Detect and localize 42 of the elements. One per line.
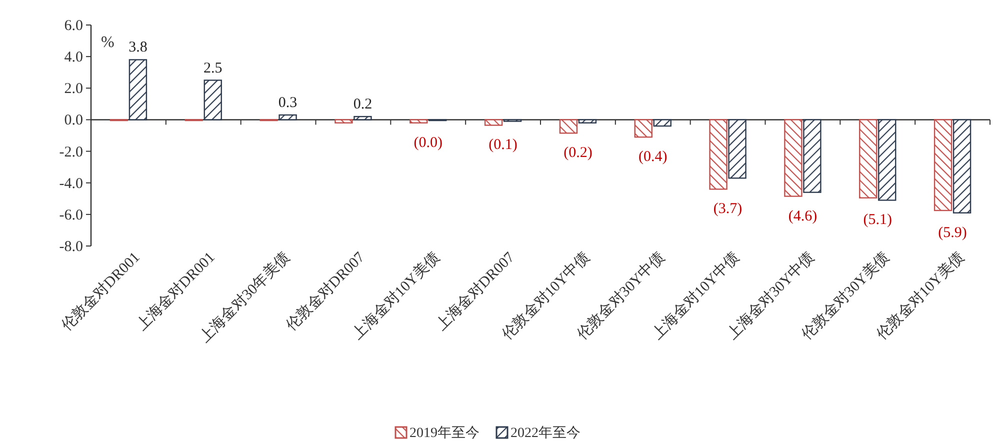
data-label: 3.8 [128, 40, 148, 56]
annotation: % [101, 34, 114, 51]
bar [410, 119, 428, 124]
bar [278, 114, 297, 120]
y-tick-label: -4.0 [59, 176, 83, 192]
data-label: (3.7) [713, 201, 742, 218]
y-tick-label: 4.0 [64, 50, 83, 66]
bar [334, 119, 353, 124]
bar [728, 119, 746, 179]
data-label: (0.0) [414, 134, 442, 151]
bar [634, 119, 652, 138]
data-label: 0.2 [353, 96, 372, 113]
data-label: (0.1) [488, 137, 518, 154]
bar [559, 119, 578, 134]
bar [709, 119, 728, 190]
bar [952, 119, 972, 214]
data-label: 2.5 [204, 60, 222, 76]
data-label: 0.3 [278, 94, 298, 111]
legend-label: 2019年至今 [410, 425, 480, 441]
data-label: (4.6) [788, 208, 818, 224]
legend-label: 2022年至今 [510, 425, 580, 441]
bar [484, 119, 503, 126]
bar [653, 119, 672, 127]
data-label: (5.1) [863, 212, 892, 228]
y-tick-label: 6.0 [64, 18, 83, 34]
bar [859, 119, 878, 198]
y-tick-label: -2.0 [59, 144, 83, 160]
data-label: (5.9) [938, 224, 967, 241]
bar [204, 80, 222, 120]
bar [354, 116, 372, 120]
y-tick-label: 2.0 [64, 81, 83, 98]
data-label: (0.2) [564, 145, 592, 162]
y-tick-label: 0.0 [64, 112, 83, 129]
bar [128, 59, 148, 120]
bar [878, 119, 896, 201]
bar [934, 119, 952, 212]
y-tick-label: -6.0 [59, 207, 83, 224]
bar [803, 119, 822, 193]
data-label: (0.4) [638, 149, 668, 166]
y-tick-label: -8.0 [59, 239, 83, 255]
bar [578, 119, 597, 124]
bar [784, 119, 802, 197]
